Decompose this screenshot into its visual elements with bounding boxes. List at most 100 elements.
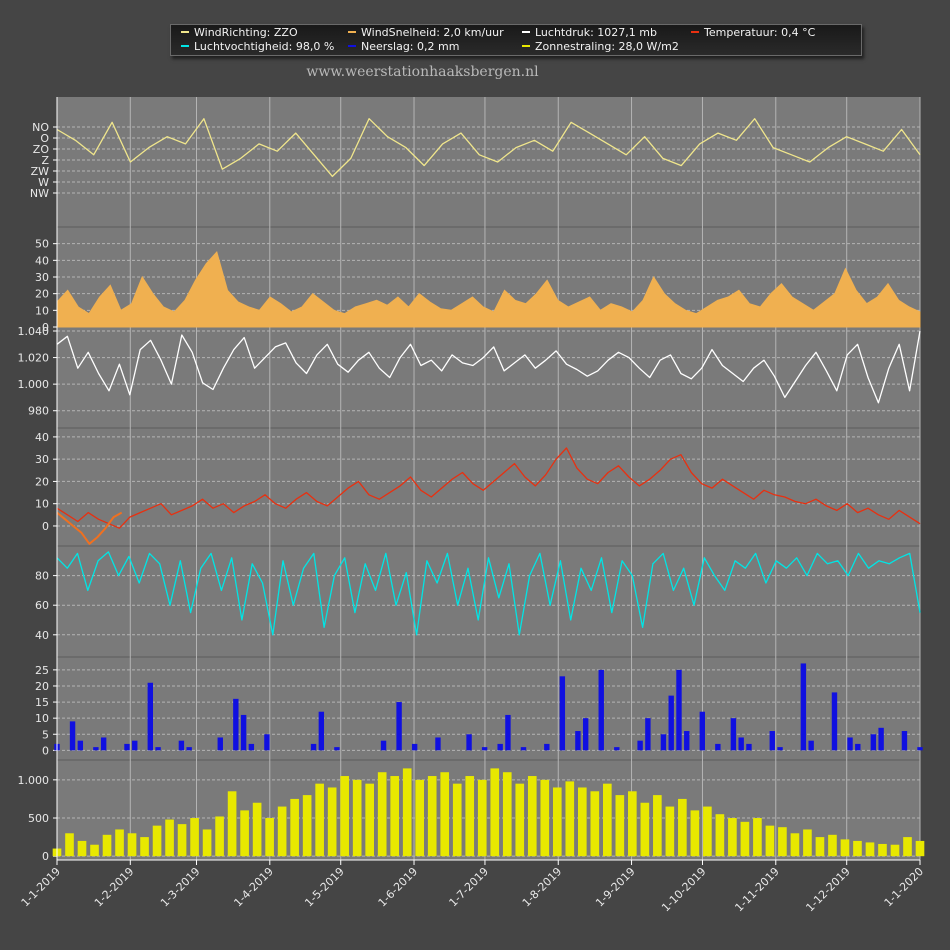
legend-label: Luchtvochtigheid: 98,0 % [194, 40, 335, 53]
bar-neerslag [505, 714, 511, 751]
bar-zonnestraling [790, 833, 800, 857]
bar-zonnestraling [290, 798, 299, 857]
bar-neerslag [582, 718, 589, 751]
bar-neerslag [178, 740, 185, 751]
x-tick-label: 1-12-2019 [803, 865, 852, 914]
bar-neerslag [248, 743, 255, 751]
x-tick-label: 1-11-2019 [732, 865, 781, 914]
bar-neerslag [240, 714, 247, 751]
y-tick-label-luchtdruk: 1.000 [18, 378, 50, 391]
bar-zonnestraling [315, 783, 324, 857]
y-tick-label-neerslag: 5 [42, 728, 49, 741]
bar-zonnestraling [402, 768, 412, 857]
bar-zonnestraling [765, 825, 775, 857]
bar-zonnestraling [853, 840, 862, 857]
site-url: www.weerstationhaaksbergen.nl [306, 64, 539, 80]
bar-neerslag [598, 669, 604, 751]
bar-neerslag [777, 747, 783, 751]
bar-neerslag [435, 737, 441, 751]
bar-zonnestraling [678, 798, 687, 857]
x-tick-label: 1-1-2020 [882, 865, 927, 910]
bar-zonnestraling [265, 818, 274, 857]
bar-neerslag [660, 734, 667, 751]
bar-neerslag [684, 731, 690, 751]
bar-neerslag [676, 669, 682, 751]
bar-neerslag [396, 702, 402, 751]
chart-legend: WindRichting: ZZO WindSnelheid: 2,0 km/u… [170, 24, 862, 56]
bar-zonnestraling [65, 833, 74, 857]
y-tick-label-windsnelheid: 40 [35, 254, 49, 267]
bar-neerslag [466, 734, 472, 751]
area-windsnelheid [56, 250, 921, 328]
legend-label: Temperatuur: 0,4 °C [704, 26, 816, 39]
y-tick-label-luchtdruk: 980 [28, 405, 49, 418]
y-tick-label-neerslag: 25 [35, 664, 49, 677]
legend-label: Zonnestraling: 28,0 W/m2 [535, 40, 679, 53]
bar-neerslag [497, 743, 503, 751]
bar-neerslag [380, 740, 387, 751]
y-tick-label-windrichting: NW [30, 187, 49, 200]
line-gevoelstemperatuur [56, 511, 123, 545]
bar-neerslag [645, 718, 651, 751]
bar-neerslag [264, 734, 270, 751]
bar-zonnestraling [590, 791, 600, 857]
x-tick-label: 1-10-2019 [659, 865, 708, 914]
bar-zonnestraling [527, 776, 537, 857]
y-tick-label-neerslag: 15 [35, 696, 49, 709]
bar-zonnestraling [127, 833, 137, 857]
bar-neerslag [233, 698, 239, 751]
y-tick-label-zonnestraling: 1.000 [18, 774, 50, 787]
bar-zonnestraling [490, 768, 500, 857]
bar-zonnestraling [540, 779, 550, 857]
bar-zonnestraling [140, 837, 149, 857]
bar-zonnestraling [102, 834, 112, 857]
bar-zonnestraling [703, 806, 712, 857]
bar-zonnestraling [865, 842, 875, 857]
y-tick-label-windrichting: Z [41, 154, 49, 167]
bar-neerslag [668, 695, 674, 751]
line-luchtdruk [56, 330, 921, 404]
bar-zonnestraling [77, 840, 87, 857]
bar-zonnestraling [115, 829, 124, 857]
bar-zonnestraling [202, 829, 212, 857]
legend-swatch [181, 44, 189, 47]
bar-zonnestraling [552, 787, 562, 857]
bar-zonnestraling [252, 802, 262, 857]
bar-zonnestraling [665, 806, 675, 857]
y-tick-label-windrichting: ZO [33, 143, 50, 156]
bar-neerslag [575, 731, 581, 751]
line-luchtvochtigheid [56, 551, 921, 636]
bar-zonnestraling [215, 816, 224, 857]
bar-neerslag [334, 747, 340, 751]
bar-zonnestraling [90, 844, 99, 857]
bar-zonnestraling [903, 837, 912, 857]
x-tick-label: 1-6-2019 [376, 865, 421, 910]
y-tick-label-windrichting: O [40, 132, 49, 145]
y-tick-label-temperatuur: 0 [42, 520, 49, 533]
bar-zonnestraling [465, 776, 475, 857]
bar-zonnestraling [277, 806, 287, 857]
legend-item-zonnestraling: Zonnestraling: 28,0 W/m2 [522, 41, 679, 53]
bar-zonnestraling [302, 795, 312, 857]
bar-zonnestraling [452, 783, 462, 857]
bar-neerslag [93, 747, 99, 751]
bar-zonnestraling [740, 821, 750, 857]
bar-zonnestraling [227, 791, 237, 857]
bar-neerslag [831, 692, 838, 751]
bar-neerslag [738, 737, 744, 751]
bar-neerslag [614, 747, 620, 751]
y-tick-label-luchtdruk: 1.020 [18, 352, 50, 365]
line-windrichting [56, 118, 921, 178]
y-tick-label-windrichting: ZW [31, 165, 50, 178]
legend-item-luchtvochtigheid: Luchtvochtigheid: 98,0 % [181, 41, 334, 53]
bar-zonnestraling [640, 802, 650, 857]
bar-zonnestraling [440, 772, 450, 857]
bar-neerslag [100, 737, 107, 751]
bar-zonnestraling [377, 772, 387, 857]
bar-neerslag [800, 663, 807, 751]
y-tick-label-temperatuur: 40 [35, 431, 49, 444]
bar-neerslag [155, 747, 161, 751]
y-tick-label-windsnelheid: 10 [35, 304, 49, 317]
bar-zonnestraling [327, 787, 337, 857]
legend-label: Neerslag: 0,2 mm [361, 40, 460, 53]
